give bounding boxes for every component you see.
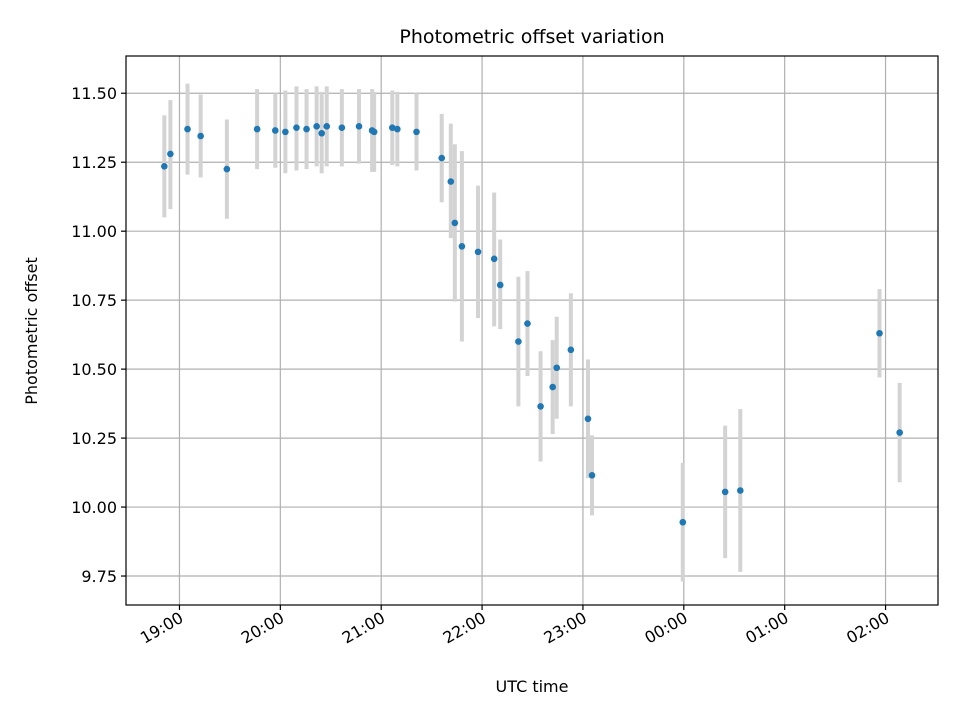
data-point: [679, 518, 687, 526]
point-layer: [161, 123, 903, 526]
data-point: [282, 128, 289, 136]
y-tick-label: 11.00: [71, 222, 117, 241]
data-point: [271, 127, 279, 134]
data-point: [524, 320, 531, 327]
chart-title: Photometric offset variation: [399, 26, 664, 48]
data-point: [338, 124, 346, 132]
data-point: [588, 472, 596, 479]
data-point: [438, 154, 446, 162]
data-point: [313, 123, 320, 130]
data-point: [197, 132, 204, 140]
data-point: [167, 150, 174, 158]
data-point: [318, 129, 325, 137]
data-point: [388, 124, 396, 132]
data-point: [355, 123, 363, 130]
data-point: [567, 346, 575, 354]
data-point: [394, 125, 401, 133]
y-tick-label: 10.00: [71, 498, 117, 517]
data-point: [876, 329, 883, 337]
data-point: [303, 125, 310, 133]
data-point: [413, 128, 420, 136]
data-point: [553, 364, 561, 372]
data-point: [490, 255, 498, 263]
data-point: [451, 219, 459, 227]
y-tick-label: 9.75: [81, 567, 117, 586]
data-point: [293, 124, 300, 132]
x-axis-title: UTC time: [496, 677, 569, 696]
data-point: [253, 125, 261, 133]
data-point: [370, 128, 378, 136]
data-point: [223, 165, 231, 173]
data-point: [496, 281, 504, 289]
y-tick-label: 11.50: [71, 84, 117, 103]
grid-layer: [126, 56, 938, 605]
plot-frame: [125, 55, 939, 606]
data-point: [447, 178, 455, 185]
data-point: [515, 338, 522, 345]
data-point: [736, 487, 744, 494]
data-point: [323, 123, 331, 130]
data-point: [537, 403, 544, 410]
data-point: [584, 415, 592, 423]
y-tick-label: 10.25: [71, 429, 117, 448]
data-point: [549, 383, 556, 391]
y-tick-label: 10.75: [71, 291, 117, 310]
y-axis-title: Photometric offset: [22, 257, 41, 405]
y-tick-label: 10.50: [71, 360, 117, 379]
data-point: [161, 163, 168, 170]
data-point: [896, 429, 903, 436]
data-point: [474, 248, 482, 256]
data-point: [458, 243, 466, 250]
y-tick-label: 11.25: [71, 153, 117, 172]
data-point: [721, 488, 729, 496]
data-point: [184, 125, 191, 133]
